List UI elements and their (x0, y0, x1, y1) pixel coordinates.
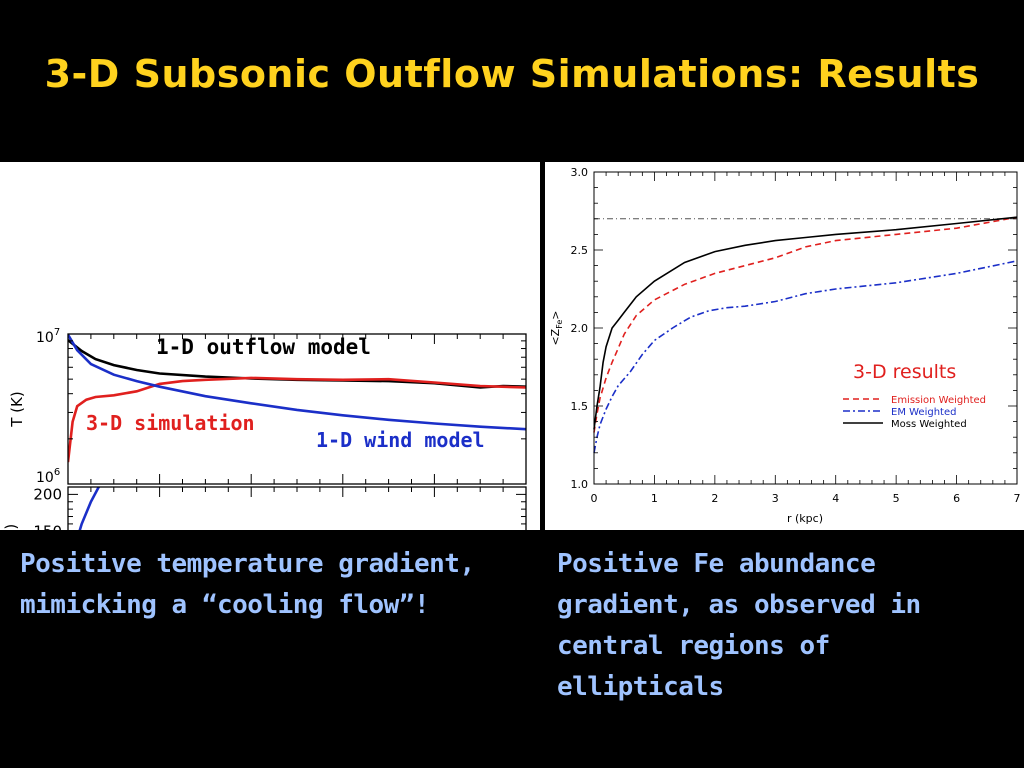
caption-right-line-4: ellipticals (557, 672, 724, 702)
fe-abundance-chart: 1.01.52.02.53.00 1 2 3 4 5 6 7r (kpc)<ZFe>3-D r… (549, 166, 1021, 525)
caption-left-line-1: Positive temperature gradient, (20, 549, 475, 579)
caption-right-line-1: Positive Fe abundance (557, 549, 876, 579)
fe-y-tick-label: 1.0 (571, 478, 589, 491)
fe-x-axis-label: r (kpc) (787, 512, 823, 525)
fe-x-tick-label: 0 (591, 492, 598, 505)
fe-series-0 (593, 216, 1018, 433)
temperature-series-2 (68, 334, 526, 431)
temperature-series-1 (68, 376, 526, 463)
velocity-y-axis-label: V (km/sec) (2, 524, 20, 530)
tick-base: 10 (36, 470, 54, 486)
velocity-plot-frame (67, 486, 527, 530)
fe-x-tick-label: 6 (953, 492, 960, 505)
fe-x-tick-label: 3 (772, 492, 779, 505)
fe-series-2 (593, 216, 1018, 430)
legend-label-0: Emission Weighted (891, 395, 986, 406)
annotation-wind-model: 1-D wind model (316, 428, 485, 452)
fe-series-1 (593, 260, 1018, 453)
legend-label-1: EM Weighted (891, 407, 956, 418)
legend-label-2: Moss Weighted (891, 419, 967, 430)
velocity-y-tick-label: 150 (33, 522, 62, 530)
fe-x-tick-label: 4 (832, 492, 839, 505)
annotation-outflow-model: 1-D outflow model (156, 335, 371, 359)
tick-exponent: 7 (54, 327, 60, 338)
fe-y-axis-label: <ZFe> (549, 310, 564, 345)
slide-title: 3-D Subsonic Outflow Simulations: Result… (44, 52, 980, 96)
temperature-tick-label-1e6: 106 (36, 467, 60, 486)
fe-y-axis-label-close: > (549, 310, 562, 319)
velocity-series-2 (78, 487, 101, 530)
fe-y-axis-label-sub: Fe (555, 320, 564, 329)
fe-x-tick-label: 1 (651, 492, 658, 505)
fe-x-tick-label: 7 (1014, 492, 1021, 505)
velocity-y-tick-label: 200 (33, 485, 62, 503)
caption-left-line-2: mimicking a “cooling flow”! (20, 590, 430, 620)
fe-x-tick-label: 5 (893, 492, 900, 505)
fe-y-tick-label: 1.5 (571, 400, 589, 413)
tick-base: 10 (36, 330, 54, 346)
left-figure-panel: 107 106 T (K) 1-D outflow model 3-D simulati… (0, 162, 540, 530)
fe-y-tick-label: 3.0 (571, 166, 589, 179)
caption-right-line-3: central regions of (557, 631, 830, 661)
tick-exponent: 6 (54, 467, 60, 478)
fe-x-tick-label: 2 (711, 492, 718, 505)
right-figure-panel: 1.0 1.5 2.0 2.5 3.0 0 1 2 3 4 5 6 7 r (kpc) <ZFe> 3-D r… (545, 162, 1024, 530)
caption-left: Positive temperature gradient, mimicking… (20, 544, 540, 626)
temperature-y-axis-label: T (K) (8, 391, 26, 427)
annotation-3d-results: 3-D results (853, 361, 956, 383)
fe-y-axis-label-open: <Z (549, 328, 562, 345)
annotation-3d-simulation: 3-D simulation (86, 411, 255, 435)
caption-right-line-2: gradient, as observed in (557, 590, 921, 620)
fe-y-tick-label: 2.0 (571, 322, 589, 335)
fe-y-tick-label: 2.5 (571, 244, 589, 257)
caption-right: Positive Fe abundance gradient, as obser… (557, 544, 1007, 708)
temperature-tick-label-1e7: 107 (36, 327, 60, 346)
